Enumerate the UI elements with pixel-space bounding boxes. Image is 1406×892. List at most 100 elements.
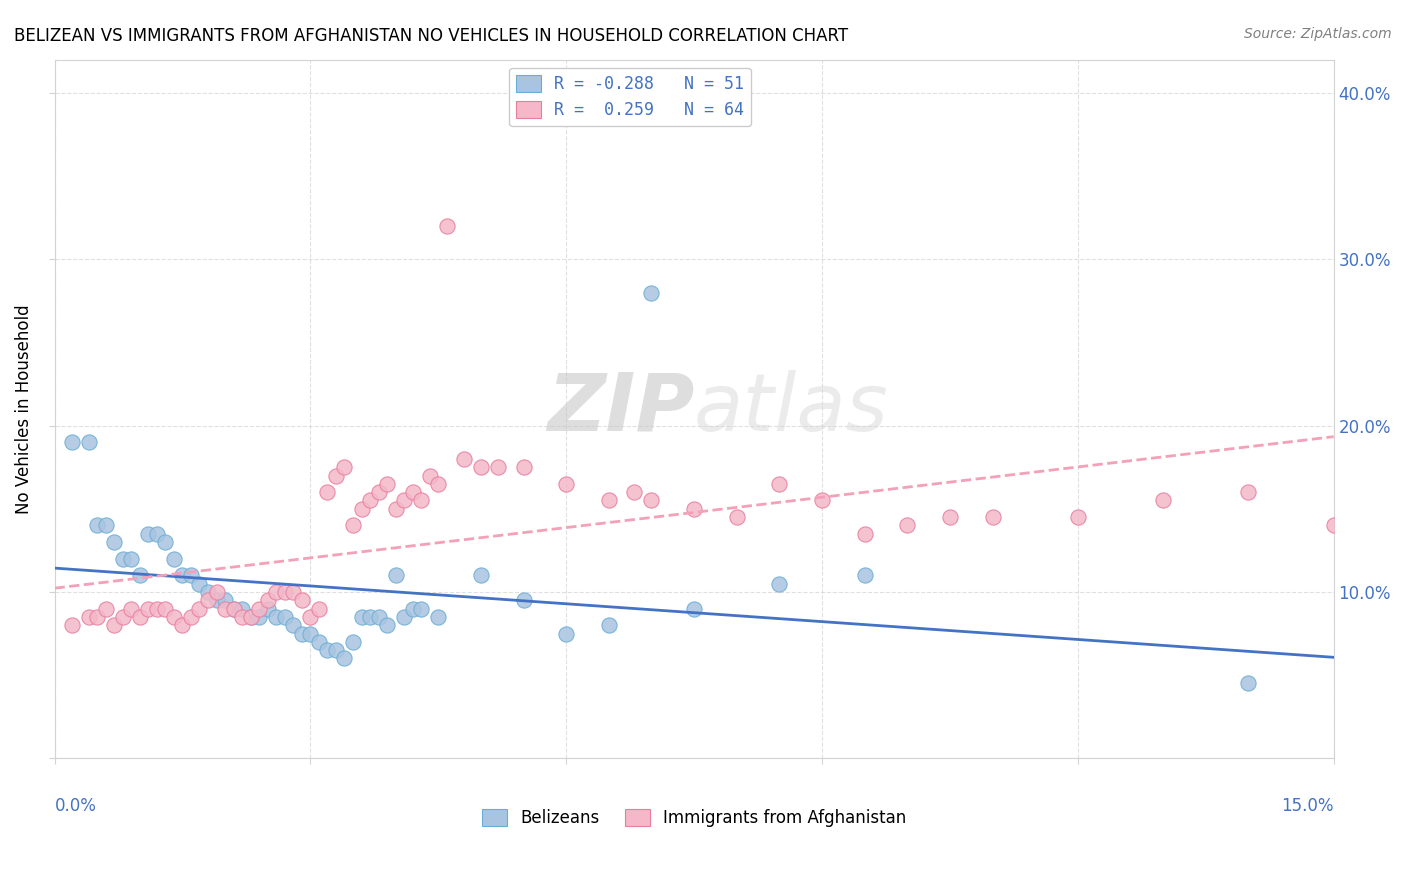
Point [146, 526, 169, 541]
Point [367, 485, 389, 500]
Point [136, 526, 159, 541]
Point [350, 610, 373, 624]
Point [222, 601, 245, 615]
Point [103, 535, 125, 549]
Point [512, 460, 534, 475]
Point [316, 485, 339, 500]
Point [155, 535, 177, 549]
Point [402, 485, 425, 500]
Point [1152, 493, 1174, 508]
Point [86, 518, 108, 533]
Point [163, 551, 186, 566]
Point [94, 518, 117, 533]
Point [111, 551, 134, 566]
Point [392, 493, 415, 508]
Point [188, 601, 211, 615]
Legend: Belizeans, Immigrants from Afghanistan: Belizeans, Immigrants from Afghanistan [475, 802, 912, 834]
Text: 0.0%: 0.0% [55, 797, 97, 814]
Point [120, 551, 142, 566]
Text: ZIP: ZIP [547, 370, 695, 448]
Point [197, 585, 219, 599]
Point [981, 510, 1004, 524]
Point [402, 601, 425, 615]
Point [725, 510, 748, 524]
Point [768, 576, 790, 591]
Point [939, 510, 962, 524]
Point [342, 518, 364, 533]
Point [359, 493, 381, 508]
Point [77, 610, 100, 624]
Text: Source: ZipAtlas.com: Source: ZipAtlas.com [1244, 27, 1392, 41]
Point [283, 618, 305, 632]
Point [436, 219, 458, 233]
Point [1237, 676, 1260, 690]
Point [512, 593, 534, 607]
Point [427, 476, 450, 491]
Point [205, 585, 228, 599]
Point [146, 601, 169, 615]
Point [486, 460, 509, 475]
Point [128, 568, 150, 582]
Point [411, 493, 433, 508]
Point [155, 601, 177, 615]
Point [180, 610, 202, 624]
Point [239, 610, 262, 624]
Point [1237, 485, 1260, 500]
Point [299, 626, 322, 640]
Point [384, 501, 406, 516]
Point [128, 610, 150, 624]
Point [60, 435, 83, 450]
Point [308, 601, 330, 615]
Point [316, 643, 339, 657]
Point [172, 618, 194, 632]
Point [683, 601, 706, 615]
Point [683, 501, 706, 516]
Point [555, 476, 578, 491]
Point [333, 651, 356, 665]
Point [180, 568, 202, 582]
Point [427, 610, 450, 624]
Text: atlas: atlas [695, 370, 889, 448]
Point [811, 493, 834, 508]
Point [136, 601, 159, 615]
Point [163, 610, 186, 624]
Point [598, 493, 620, 508]
Point [205, 593, 228, 607]
Point [1323, 518, 1346, 533]
Point [103, 618, 125, 632]
Point [231, 601, 253, 615]
Point [264, 610, 287, 624]
Point [231, 610, 253, 624]
Point [853, 568, 876, 582]
Point [375, 618, 398, 632]
Point [60, 618, 83, 632]
Point [308, 635, 330, 649]
Point [247, 610, 270, 624]
Point [86, 610, 108, 624]
Point [188, 576, 211, 591]
Point [120, 601, 142, 615]
Point [555, 626, 578, 640]
Point [325, 643, 347, 657]
Point [77, 435, 100, 450]
Point [291, 593, 314, 607]
Point [256, 593, 278, 607]
Point [384, 568, 406, 582]
Point [411, 601, 433, 615]
Point [214, 601, 236, 615]
Point [274, 610, 297, 624]
Point [392, 610, 415, 624]
Point [640, 285, 662, 300]
Point [239, 610, 262, 624]
Point [299, 610, 322, 624]
Point [264, 585, 287, 599]
Point [274, 585, 297, 599]
Point [853, 526, 876, 541]
Point [283, 585, 305, 599]
Point [359, 610, 381, 624]
Point [342, 635, 364, 649]
Point [367, 610, 389, 624]
Text: BELIZEAN VS IMMIGRANTS FROM AFGHANISTAN NO VEHICLES IN HOUSEHOLD CORRELATION CHA: BELIZEAN VS IMMIGRANTS FROM AFGHANISTAN … [14, 27, 848, 45]
Point [375, 476, 398, 491]
Point [1067, 510, 1090, 524]
